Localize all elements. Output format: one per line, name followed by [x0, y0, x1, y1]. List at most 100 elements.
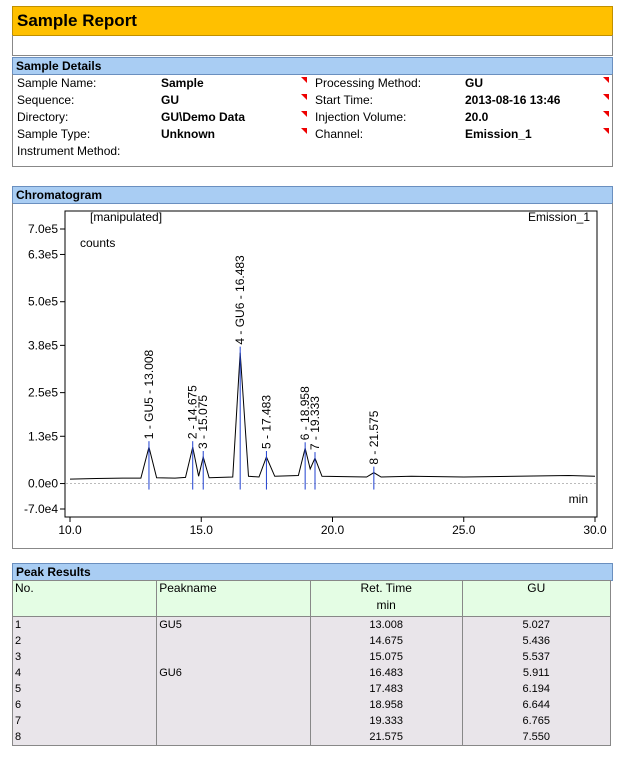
table-cell: GU6 — [156, 665, 311, 681]
y-tick-label: 6.3e5 — [28, 247, 58, 261]
y-axis-label: counts — [80, 236, 115, 250]
table-row: 6 18.958 6.644 — [11, 697, 611, 713]
detail-value: 20.0 — [465, 110, 489, 124]
table-row: 1 GU5 13.008 5.027 — [11, 616, 611, 633]
report-title: Sample Report — [17, 11, 137, 30]
x-tick-label: 30.0 — [583, 523, 607, 537]
y-tick-label: 3.8e5 — [28, 338, 58, 352]
table-row: 7 19.333 6.765 — [11, 713, 611, 729]
detail-label: Instrument Method: — [17, 144, 121, 158]
table-cell: 7.550 — [461, 729, 611, 746]
detail-label: Injection Volume: — [315, 110, 407, 124]
peak-table: No. Peakname Ret. Time min GU 1 GU5 13.008 5.027… — [11, 580, 611, 746]
trace — [69, 352, 596, 480]
table-cell: 5.911 — [461, 665, 611, 681]
header-band: Sample Report — [12, 6, 613, 36]
table-cell — [156, 697, 311, 713]
column-unit: min — [376, 598, 396, 612]
x-axis-label: min — [569, 492, 588, 506]
table-cell: 14.675 — [309, 633, 463, 649]
table-header-row: No. Peakname Ret. Time min GU — [11, 580, 611, 617]
table-cell — [156, 713, 311, 729]
x-tick-label: 15.0 — [190, 523, 214, 537]
table-cell: 19.333 — [309, 713, 463, 729]
table-cell: 6 — [11, 697, 158, 713]
table-cell: 2 — [11, 633, 158, 649]
details-box: Sample Name: Sample Sequence: GU Directory: G… — [12, 74, 613, 167]
table-cell: 6.644 — [461, 697, 611, 713]
section-bar: Chromatogram — [12, 186, 613, 204]
x-tick-label: 10.0 — [58, 523, 82, 537]
y-tick-label: 0.0e0 — [28, 477, 58, 491]
table-cell — [156, 633, 311, 649]
peak-label: 5 - 17.483 — [259, 395, 273, 449]
header-gap — [12, 35, 613, 56]
detail-label: Sequence: — [17, 93, 75, 107]
channel-label: Emission_1 — [528, 210, 590, 224]
x-tick-label: 25.0 — [452, 523, 476, 537]
table-cell — [156, 681, 311, 697]
detail-value: GU\Demo Data — [161, 110, 246, 124]
peak-label: 2 - 14.675 — [186, 385, 200, 439]
detail-label: Sample Type: — [17, 127, 91, 141]
marker — [603, 111, 609, 117]
column-title: Peakname — [159, 581, 217, 595]
column-title: Ret. Time — [360, 581, 412, 595]
table-cell: 5.436 — [461, 633, 611, 649]
table-cell: 13.008 — [309, 616, 463, 633]
table-row: 5 17.483 6.194 — [11, 681, 611, 697]
table-row: 3 15.075 5.537 — [11, 649, 611, 665]
marker — [603, 94, 609, 100]
peak-label: 3 - 15.075 — [196, 395, 210, 449]
y-tick-label: 7.0e5 — [28, 222, 58, 236]
peak-label: 7 - 19.333 — [308, 396, 322, 450]
marker — [301, 94, 307, 100]
table-row: 4 GU6 16.483 5.911 — [11, 665, 611, 681]
marker — [301, 128, 307, 134]
peak-label: 4 - GU6 - 16.483 — [233, 255, 247, 345]
table-cell: 3 — [11, 649, 158, 665]
column-header: Peakname — [156, 580, 311, 617]
detail-label: Sample Name: — [17, 76, 97, 90]
y-tick-label: 2.5e5 — [28, 386, 58, 400]
table-cell — [156, 649, 311, 665]
peak-label: 8 - 21.575 — [367, 410, 381, 464]
section-bar: Peak Results — [12, 563, 613, 581]
marker — [603, 77, 609, 83]
table-cell: 17.483 — [309, 681, 463, 697]
table-cell: 5.027 — [461, 616, 611, 633]
peak-label: 6 - 18.958 — [298, 386, 312, 440]
detail-label: Channel: — [315, 127, 364, 141]
plot-frame — [64, 210, 598, 518]
detail-value: GU — [161, 93, 179, 107]
detail-value: Unknown — [161, 127, 215, 141]
column-title: GU — [527, 581, 546, 595]
detail-label: Processing Method: — [315, 76, 422, 90]
detail-value: Emission_1 — [465, 127, 532, 141]
detail-value: Sample — [161, 76, 204, 90]
table-cell: 18.958 — [309, 697, 463, 713]
detail-label: Directory: — [17, 110, 69, 124]
column-header: GU — [461, 580, 611, 617]
peak-label: 1 - GU5 - 13.008 — [142, 349, 156, 439]
detail-value: GU — [465, 76, 483, 90]
table-cell: 8 — [11, 729, 158, 746]
marker — [301, 77, 307, 83]
table-cell — [156, 729, 311, 746]
table-cell: 6.765 — [461, 713, 611, 729]
marker — [301, 111, 307, 117]
y-tick-label: -7.0e4 — [24, 502, 58, 516]
y-tick-label: 5.0e5 — [28, 295, 58, 309]
table-cell: GU5 — [156, 616, 311, 633]
table-cell: 5.537 — [461, 649, 611, 665]
y-tick-label: 1.3e5 — [28, 429, 58, 443]
x-tick-label: 20.0 — [321, 523, 345, 537]
table-cell: 5 — [11, 681, 158, 697]
table-row: 2 14.675 5.436 — [11, 633, 611, 649]
status-label: [manipulated] — [90, 210, 162, 224]
table-row: 8 21.575 7.550 — [11, 729, 611, 746]
marker — [603, 128, 609, 134]
column-header: Ret. Time min — [309, 580, 463, 617]
